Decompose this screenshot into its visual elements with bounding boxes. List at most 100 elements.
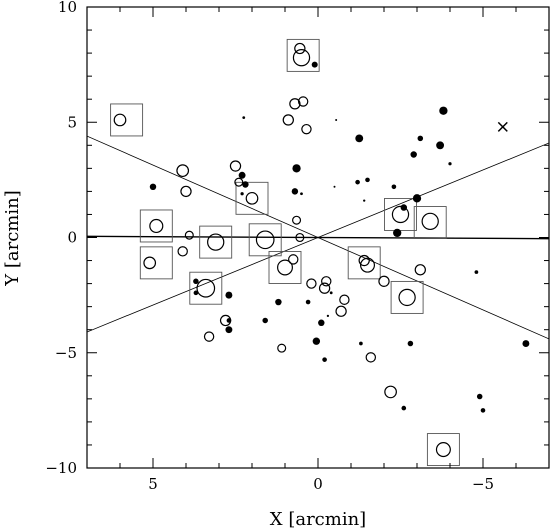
open-circle-point <box>301 123 312 135</box>
open-circle-point <box>184 230 194 240</box>
open-circle-point <box>398 288 416 307</box>
open-circle-point <box>435 442 451 458</box>
filled-circle-point <box>242 116 246 120</box>
open-circle-point <box>384 385 397 399</box>
marker-square <box>268 251 302 284</box>
filled-circle-point <box>333 185 336 188</box>
open-circle-point <box>335 305 347 317</box>
filled-circle-point <box>225 291 233 299</box>
filled-circle-point <box>476 393 483 400</box>
open-circle-point <box>176 164 190 178</box>
open-circle-point <box>339 294 350 305</box>
filled-circle-point <box>262 317 268 324</box>
cross-marker <box>497 121 508 132</box>
open-circle-point <box>294 42 306 55</box>
open-circle-point <box>113 113 127 127</box>
filled-circle-point <box>291 188 299 195</box>
filled-circle-point <box>226 318 232 323</box>
filled-circle-point <box>522 340 530 347</box>
marker-square <box>426 433 460 467</box>
filled-circle-point <box>355 179 360 185</box>
filled-circle-point <box>480 408 486 413</box>
open-circle-point <box>378 275 390 287</box>
marker-square <box>199 225 233 259</box>
open-circle-point <box>203 331 215 342</box>
y-tick-label: 5 <box>67 113 77 131</box>
open-circle-point <box>255 230 275 250</box>
filled-circle-point <box>240 192 244 196</box>
filled-circle-point <box>359 341 363 346</box>
open-circle-point <box>180 185 192 198</box>
filled-circle-point <box>193 278 199 285</box>
open-circle-point <box>245 191 259 205</box>
filled-circle-point <box>225 326 233 334</box>
open-circle-point <box>289 98 301 110</box>
marker-square <box>390 280 424 314</box>
marker-square <box>189 271 223 305</box>
marker-square <box>413 206 447 239</box>
open-circle-point <box>288 254 299 265</box>
open-circle-point <box>358 254 370 267</box>
filled-circle-point <box>417 135 424 142</box>
marker-square <box>347 246 381 280</box>
filled-circle-point <box>305 299 311 305</box>
filled-circle-point <box>410 151 417 158</box>
x-tick-label: 5 <box>148 475 158 493</box>
filled-circle-point <box>365 177 370 183</box>
axes: 5 0 −5 10 5 0 −5 −10 <box>45 0 550 493</box>
filled-circle-point <box>474 270 479 274</box>
y-axis-label: Y [arcmin] <box>2 190 23 286</box>
open-circle-point <box>306 278 317 289</box>
data-points <box>110 38 530 467</box>
open-circle-point <box>318 282 331 294</box>
filled-circle-point <box>275 298 282 306</box>
open-circle-point <box>277 343 287 353</box>
marker-square <box>286 38 320 72</box>
filled-circle-point <box>335 118 338 121</box>
open-circle-point <box>292 215 302 225</box>
filled-circle-point <box>193 290 199 296</box>
filled-circle-point <box>393 228 402 238</box>
open-circle-point <box>321 276 332 287</box>
filled-circle-point <box>400 204 408 211</box>
reference-line <box>87 142 549 333</box>
filled-circle-point <box>391 184 397 190</box>
marker-square <box>139 246 173 280</box>
open-circle-point <box>297 96 309 107</box>
filled-circle-point <box>238 171 246 179</box>
open-circle-point <box>365 352 377 363</box>
filled-circle-point <box>439 106 448 115</box>
open-circle-point <box>292 49 311 67</box>
open-circle-point <box>177 246 188 257</box>
filled-circle-point <box>242 181 249 188</box>
marker-square <box>139 209 173 243</box>
open-circle-point <box>207 233 225 251</box>
reference-lines <box>87 135 549 340</box>
marker-square <box>235 181 269 215</box>
filled-circle-point <box>401 405 407 411</box>
y-tick-label: 10 <box>58 0 77 16</box>
filled-circle-point <box>355 134 364 143</box>
marker-square <box>248 223 282 257</box>
filled-circle-point <box>329 291 333 295</box>
filled-circle-point <box>292 164 301 173</box>
x-axis-label: X [arcmin] <box>270 509 366 530</box>
open-circle-point <box>234 177 244 187</box>
filled-circle-point <box>311 61 318 68</box>
filled-circle-point <box>436 141 445 150</box>
open-circle-point <box>143 256 157 270</box>
filled-circle-point <box>318 319 325 327</box>
open-circle-point <box>295 232 305 243</box>
filled-circle-point <box>448 162 452 166</box>
filled-circle-point <box>300 192 303 196</box>
open-circle-point <box>414 264 426 276</box>
filled-circle-point <box>312 337 321 345</box>
filled-circle-point <box>363 199 366 202</box>
open-circle-point <box>359 257 376 273</box>
filled-circle-point <box>322 357 327 362</box>
x-tick-label: 0 <box>313 475 323 493</box>
filled-circle-point <box>326 314 330 318</box>
y-tick-label: −5 <box>55 344 77 362</box>
